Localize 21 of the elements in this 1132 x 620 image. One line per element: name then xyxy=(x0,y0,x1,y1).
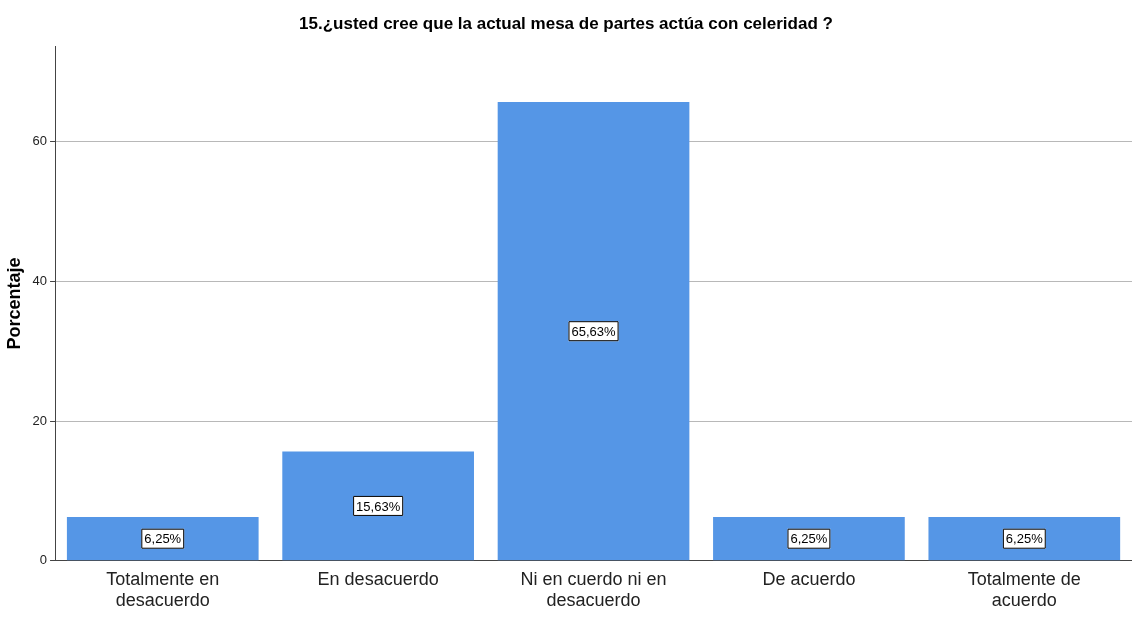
y-tick-label: 60 xyxy=(32,133,48,149)
x-tick-label: De acuerdo xyxy=(762,568,856,589)
x-tick-label: En desacuerdo xyxy=(317,568,439,589)
chart-title: 15.¿usted cree que la actual mesa de partes actúa con celeridad ? xyxy=(299,13,833,33)
bar xyxy=(497,102,690,561)
data-label: 6,25% xyxy=(1005,531,1044,547)
x-tick-label: Totalmente en desacuerdo xyxy=(106,568,220,611)
data-label: 15,63% xyxy=(356,498,401,514)
bar xyxy=(66,517,259,561)
y-tick-label: 40 xyxy=(32,272,48,288)
data-label: 65,63% xyxy=(571,323,617,339)
data-label: 6,25% xyxy=(790,531,828,547)
y-tick-label: 20 xyxy=(32,412,48,428)
y-tick-label: 0 xyxy=(39,552,48,568)
bar xyxy=(928,517,1121,561)
y-axis-title: Porcentaje xyxy=(3,257,24,350)
bar xyxy=(713,517,905,561)
x-tick-label: Ni en cuerdo ni en desacuerdo xyxy=(520,568,667,611)
x-tick-label: Totalmente de acuerdo xyxy=(967,568,1081,611)
bar xyxy=(282,451,474,561)
data-label: 6,25% xyxy=(144,531,182,547)
